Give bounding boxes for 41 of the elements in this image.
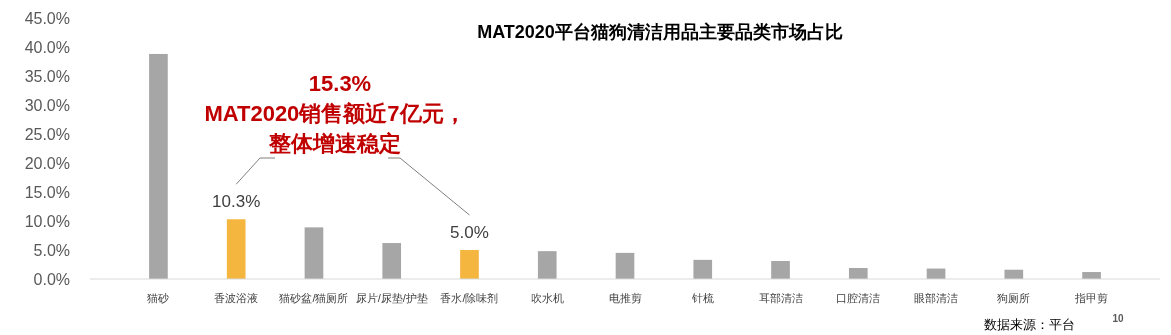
bar xyxy=(382,243,402,279)
annotation: 整体增速稳定 xyxy=(268,131,401,156)
y-tick-label: 0.0% xyxy=(33,270,70,288)
y-tick-label: 20.0% xyxy=(24,154,70,172)
x-tick-label: 香水/除味剂 xyxy=(440,292,499,304)
x-tick-label: 针梳 xyxy=(690,292,714,304)
y-tick-label: 45.0% xyxy=(24,9,70,27)
x-tick-label: 尿片/尿垫/护垫 xyxy=(355,292,428,304)
x-tick-label: 香波浴液 xyxy=(214,292,259,304)
x-tick-label: 猫砂 xyxy=(147,292,170,304)
bar xyxy=(693,259,713,279)
y-tick-label: 10.0% xyxy=(24,212,70,230)
bar xyxy=(537,251,557,279)
annotation: 15.3% xyxy=(308,71,372,96)
x-tick-label: 猫砂盆/猫厕所 xyxy=(279,292,349,304)
text: 10 xyxy=(1112,313,1124,324)
bar xyxy=(226,219,246,279)
annotation: MAT2020销售额近7亿元， xyxy=(204,101,466,126)
bar xyxy=(149,53,168,279)
data-label: 10.3% xyxy=(212,192,261,212)
x-tick-label: 眼部清洁 xyxy=(914,292,959,304)
y-tick-label: 40.0% xyxy=(24,38,70,56)
y-tick-label: 15.0% xyxy=(24,183,70,201)
x-tick-label: 狗厕所 xyxy=(997,292,1031,304)
data-label: 5.0% xyxy=(450,223,489,242)
bar xyxy=(304,227,324,279)
bar xyxy=(771,261,790,279)
bar xyxy=(615,252,635,279)
bar xyxy=(460,250,479,279)
y-tick-label: 35.0% xyxy=(24,67,70,85)
y-tick-label: 25.0% xyxy=(24,125,70,143)
x-tick-label: 电推剪 xyxy=(608,292,642,304)
x-tick-label: 指甲剪 xyxy=(1074,292,1109,304)
x-tick-label: 吹水机 xyxy=(530,292,564,304)
y-tick-label: 5.0% xyxy=(33,241,70,259)
y-tick-label: 30.0% xyxy=(24,96,70,114)
x-tick-label: 口腔清洁 xyxy=(836,292,881,304)
x-tick-label: 耳部清洁 xyxy=(758,292,803,304)
source-note: 数据来源：平台 xyxy=(984,317,1075,332)
chart-title: MAT2020平台猫狗清洁用品主要品类市场占比 xyxy=(477,22,843,42)
bar xyxy=(848,267,868,279)
